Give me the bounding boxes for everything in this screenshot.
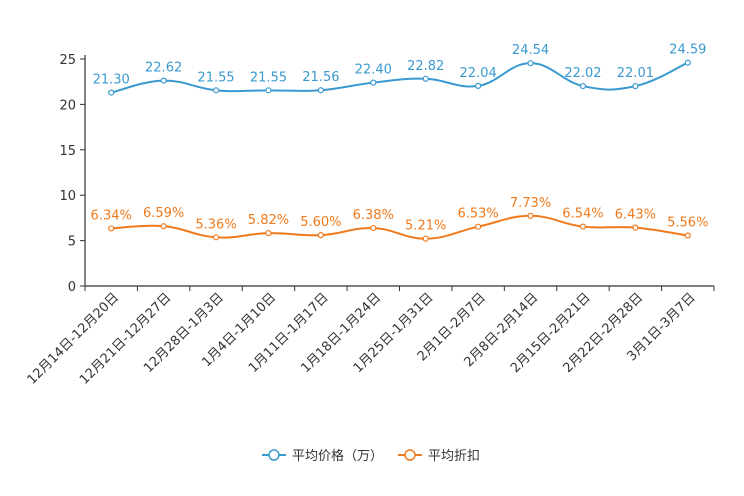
x-tick-label: 12月14日-12月20日 <box>25 290 122 387</box>
data-label: 22.02 <box>564 66 601 81</box>
data-label: 5.82% <box>248 213 289 228</box>
data-label: 6.43% <box>615 208 656 223</box>
data-label: 22.62 <box>145 61 182 76</box>
data-point <box>265 87 272 94</box>
data-label: 6.54% <box>562 207 603 222</box>
data-label: 21.55 <box>197 70 234 85</box>
data-point <box>684 232 691 239</box>
data-point <box>160 223 167 230</box>
data-point <box>422 75 429 82</box>
x-tick-label: 12月21日-12月27日 <box>77 290 174 387</box>
data-point <box>108 225 115 232</box>
data-label: 24.59 <box>669 43 706 58</box>
data-label: 22.04 <box>460 66 497 81</box>
data-point <box>422 235 429 242</box>
data-point <box>579 82 587 90</box>
series-avg-discount: 6.34% 6.59% 5.36% 5.82% 5.60% 6.38% 5.21% 6.53%… <box>91 196 708 242</box>
data-label: 5.36% <box>195 217 236 232</box>
legend-label: 平均价格（万） <box>292 448 383 464</box>
data-label: 24.54 <box>512 43 549 58</box>
data-label: 6.59% <box>143 206 184 221</box>
legend-marker <box>404 449 416 461</box>
data-point <box>212 234 220 241</box>
data-point <box>527 212 534 219</box>
series-line <box>111 214 688 240</box>
data-point <box>475 223 482 230</box>
data-point <box>632 224 639 231</box>
data-point <box>527 60 534 67</box>
data-point <box>160 77 167 84</box>
y-tick-label: 5 <box>68 235 76 250</box>
y-tick-label: 0 <box>68 280 76 295</box>
data-point <box>317 87 324 94</box>
data-point <box>108 89 115 96</box>
data-point <box>370 224 377 232</box>
data-label: 22.82 <box>407 59 444 74</box>
data-label: 6.38% <box>353 208 394 223</box>
data-label: 22.40 <box>355 63 392 78</box>
data-point <box>684 59 691 66</box>
series-layer: 21.30 22.62 21.55 21.55 21.56 22.40 22.82 22.04… <box>91 43 708 242</box>
data-label: 21.56 <box>302 70 339 85</box>
data-point <box>212 87 220 94</box>
series-avg-price: 21.30 22.62 21.55 21.55 21.56 22.40 22.82 22.04… <box>93 43 706 96</box>
data-label: 21.30 <box>93 73 130 88</box>
legend: 平均价格（万） 平均折扣 <box>262 448 480 464</box>
legend-label: 平均折扣 <box>428 449 480 464</box>
data-point <box>317 232 324 239</box>
data-point <box>632 83 639 90</box>
y-tick-label: 15 <box>59 144 76 159</box>
data-label: 5.60% <box>300 215 341 230</box>
data-label: 5.56% <box>667 216 708 231</box>
data-point <box>475 82 482 89</box>
data-label: 7.73% <box>510 196 551 211</box>
legend-marker <box>268 449 280 461</box>
data-label: 6.53% <box>457 207 498 222</box>
y-tick-label: 25 <box>59 53 76 68</box>
legend-item-avg-price: 平均价格（万） <box>262 448 383 464</box>
data-point <box>265 230 272 237</box>
legend-item-avg-discount: 平均折扣 <box>398 449 480 464</box>
series-line <box>110 61 689 94</box>
data-label: 21.55 <box>250 70 287 85</box>
data-label: 22.01 <box>617 66 654 81</box>
data-label: 6.34% <box>91 208 132 223</box>
y-tick-label: 20 <box>59 98 76 113</box>
data-point <box>579 223 587 230</box>
y-tick-label: 10 <box>59 189 76 204</box>
data-point <box>370 79 377 86</box>
data-label: 5.21% <box>405 219 446 234</box>
